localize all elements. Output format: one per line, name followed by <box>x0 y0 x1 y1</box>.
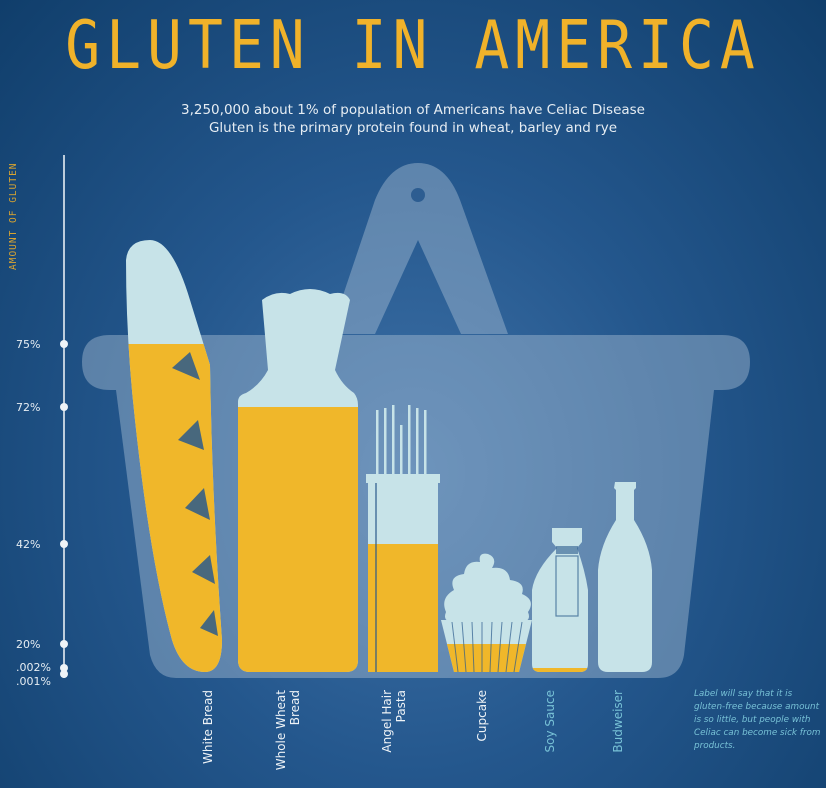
category-labels: White Bread Whole Wheat Bread Angel Hair Pas… <box>201 690 625 771</box>
bar-cupcake <box>441 553 532 673</box>
category-label: White Bread <box>201 690 215 764</box>
y-axis-ticks: 75% 72% 42% 20% .002%.001% <box>16 338 68 688</box>
y-tick-dot <box>60 664 68 672</box>
subtitle-line-1: 3,250,000 about 1% of population of Amer… <box>181 102 645 118</box>
bar-angel-hair-pasta <box>366 405 440 672</box>
basket-rim <box>82 335 750 390</box>
gluten-fill-level <box>368 544 438 672</box>
category-label: Bread <box>288 690 302 725</box>
y-tick-label: 72% <box>16 401 40 414</box>
page-title: GLUTEN IN AMERICA <box>65 6 761 85</box>
category-label: Angel Hair <box>380 690 394 753</box>
y-tick-label: .002% <box>16 661 51 674</box>
gluten-fill-level <box>532 668 588 672</box>
category-label: Budweiser <box>611 690 625 753</box>
y-tick-dot <box>60 540 68 548</box>
gluten-fill-level <box>238 407 358 672</box>
subtitle-line-2: Gluten is the primary protein found in w… <box>208 120 618 136</box>
y-tick-label: 42% <box>16 538 40 551</box>
basket-handle <box>330 163 508 334</box>
y-tick-dot <box>60 340 68 348</box>
y-tick-label: 75% <box>16 338 40 351</box>
category-label: Cupcake <box>475 690 489 741</box>
y-tick-dot <box>60 640 68 648</box>
gluten-free-note: Label will say that it is gluten-free be… <box>694 689 821 751</box>
y-tick-dot <box>60 403 68 411</box>
category-label: Pasta <box>394 690 408 722</box>
y-tick-label: .001% <box>16 675 51 688</box>
category-label: Soy Sauce <box>543 690 557 752</box>
y-tick-label: 20% <box>16 638 40 651</box>
category-label: Whole Wheat <box>274 690 288 771</box>
y-tick-dot <box>60 670 68 678</box>
